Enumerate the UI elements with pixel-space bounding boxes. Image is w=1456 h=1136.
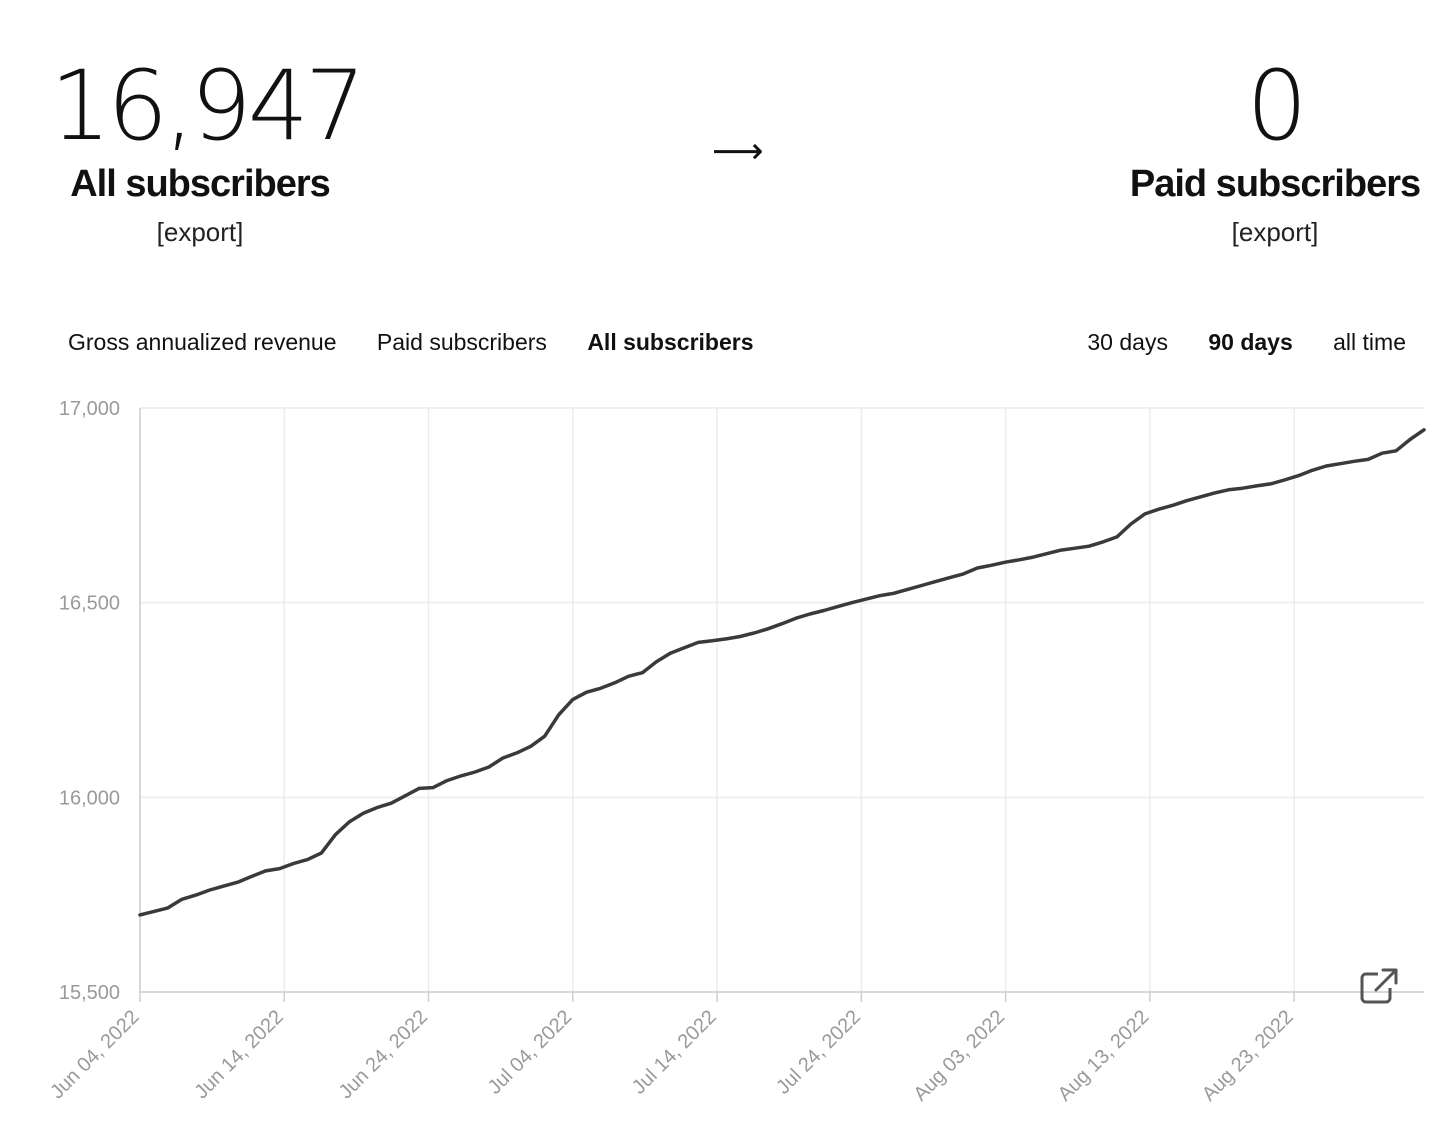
all-subscribers-stat: 16,947 All subscribers [export] [50, 50, 366, 248]
y-tick-label: 15,500 [59, 982, 120, 1004]
x-tick-label: Aug 23, 2022 [1198, 1006, 1298, 1106]
x-tick-label: Jul 24, 2022 [772, 1006, 865, 1099]
paid-subscribers-label: Paid subscribers [1129, 163, 1421, 205]
tab-all-subscribers[interactable]: All subscribers [587, 329, 754, 355]
y-tick-label: 16,500 [59, 593, 120, 615]
x-tick-label: Jun 14, 2022 [190, 1006, 287, 1103]
tab-90-days[interactable]: 90 days [1208, 329, 1293, 355]
tab-all-time[interactable]: all time [1333, 329, 1406, 355]
all-subscribers-count: 16,947 [50, 50, 366, 162]
range-tabs: 30 days 90 days all time [1053, 326, 1406, 358]
x-tick-label: Jul 14, 2022 [628, 1006, 721, 1099]
x-tick-label: Jun 24, 2022 [335, 1006, 432, 1103]
open-external-icon[interactable] [1358, 966, 1400, 1008]
y-tick-label: 16,000 [59, 787, 120, 809]
tab-gross-annualized-revenue[interactable]: Gross annualized revenue [68, 329, 337, 355]
x-tick-label: Jun 04, 2022 [46, 1006, 143, 1103]
x-tick-label: Aug 13, 2022 [1054, 1006, 1154, 1106]
metric-tabs: Gross annualized revenue Paid subscriber… [68, 326, 788, 358]
subscribers-line-chart: 15,500 16,000 16,500 17,000 Jun 04, 2022 Jun … [46, 398, 1426, 1106]
tab-paid-subscribers[interactable]: Paid subscribers [376, 329, 547, 355]
x-tick-label: Aug 03, 2022 [909, 1006, 1009, 1106]
paid-subscribers-stat: 0 Paid subscribers [export] [1115, 52, 1435, 248]
all-subscribers-label: All subscribers [70, 163, 331, 205]
series-line-all-subscribers [138, 428, 1426, 917]
paid-subscribers-export-link[interactable]: [export] [1231, 217, 1319, 247]
y-tick-label: 17,000 [59, 398, 120, 420]
all-subscribers-export-link[interactable]: [export] [156, 217, 244, 247]
arrow-right-icon: ⟶ [712, 130, 764, 171]
x-tick-label: Jul 04, 2022 [484, 1006, 577, 1099]
paid-subscribers-count: 0 [1246, 50, 1307, 162]
tab-30-days[interactable]: 30 days [1087, 329, 1168, 355]
